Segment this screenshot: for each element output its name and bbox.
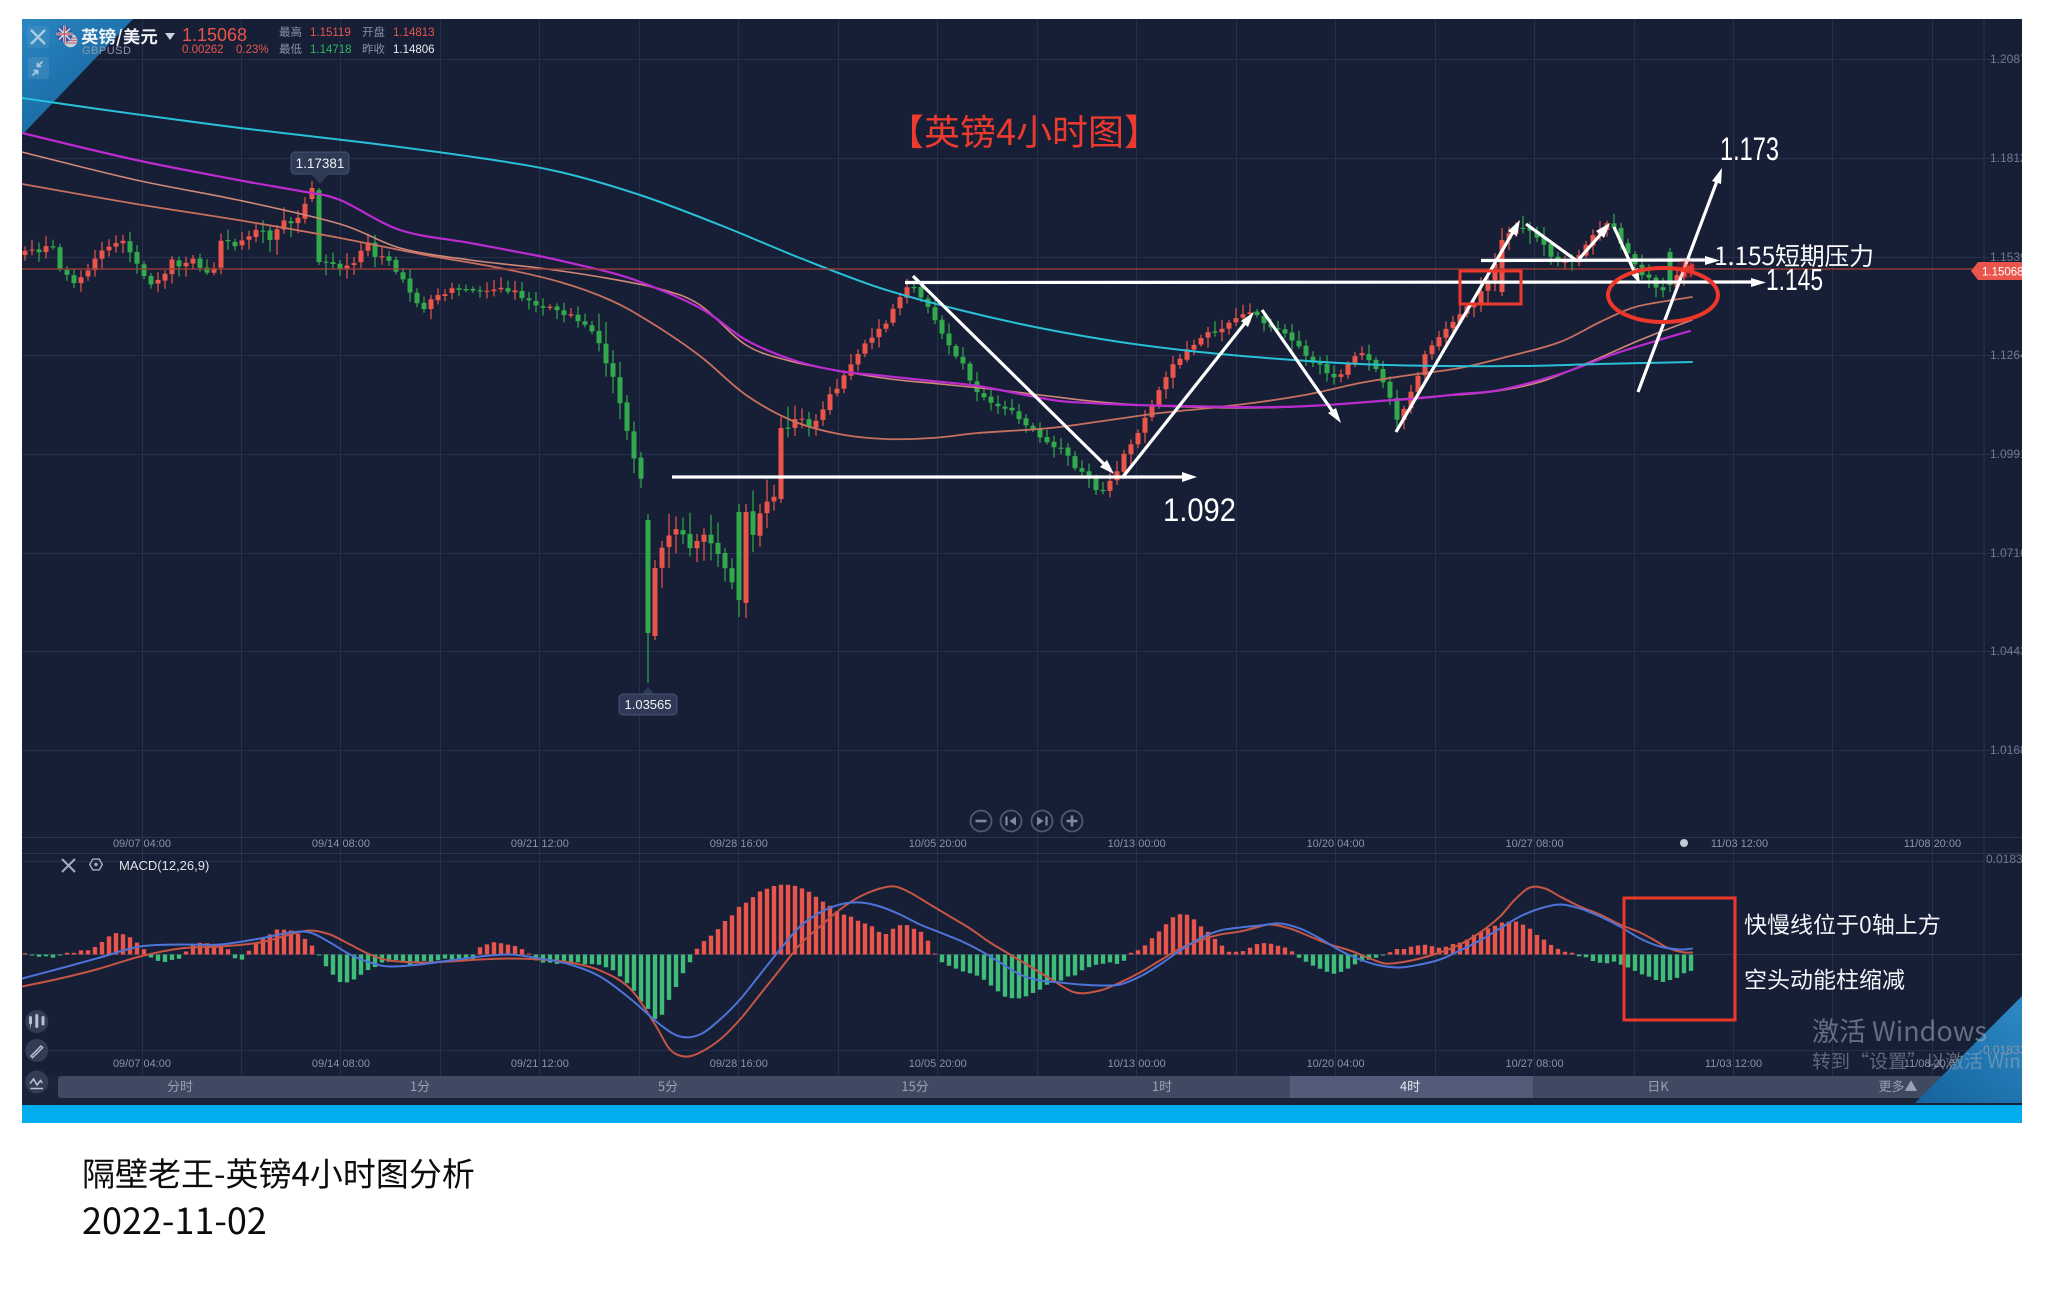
svg-text:1.173: 1.173 [1720, 131, 1779, 167]
svg-text:1.15068: 1.15068 [182, 25, 247, 45]
svg-text:09/14 08:00: 09/14 08:00 [312, 1058, 370, 1070]
svg-text:10/27 08:00: 10/27 08:00 [1506, 838, 1564, 850]
svg-text:09/14 08:00: 09/14 08:00 [312, 838, 370, 850]
svg-text:GBPUSD: GBPUSD [82, 45, 131, 57]
svg-text:0.01833: 0.01833 [1986, 852, 2030, 866]
svg-text:09/07 04:00: 09/07 04:00 [113, 1058, 171, 1070]
svg-text:1.092: 1.092 [1163, 492, 1236, 528]
svg-text:09/21 12:00: 09/21 12:00 [511, 1058, 569, 1070]
svg-text:10/05 20:00: 10/05 20:00 [909, 1058, 967, 1070]
svg-text:1.14813: 1.14813 [393, 27, 435, 39]
svg-text:1.145: 1.145 [1766, 262, 1823, 297]
svg-text:10/27 08:00: 10/27 08:00 [1506, 1058, 1564, 1070]
svg-text:09/07 04:00: 09/07 04:00 [113, 838, 171, 850]
svg-text:10/20 04:00: 10/20 04:00 [1307, 838, 1365, 850]
svg-text:1.07162: 1.07162 [1990, 546, 2034, 560]
svg-text:10/20 04:00: 10/20 04:00 [1307, 1058, 1365, 1070]
svg-text:1.17381: 1.17381 [296, 156, 345, 171]
svg-text:10/13 00:00: 10/13 00:00 [1108, 1058, 1166, 1070]
svg-text:0.00262: 0.00262 [182, 44, 224, 56]
svg-text:1.14718: 1.14718 [310, 44, 352, 56]
svg-text:1.15068: 1.15068 [1982, 267, 2024, 279]
svg-text:1.09913: 1.09913 [1990, 447, 2034, 461]
svg-text:11/08 20:00: 11/08 20:00 [1904, 838, 1961, 850]
svg-text:1.14806: 1.14806 [393, 44, 435, 56]
svg-text:MACD(12,26,9): MACD(12,26,9) [119, 858, 209, 873]
svg-text:09/21 12:00: 09/21 12:00 [511, 838, 569, 850]
svg-text:1.03565: 1.03565 [625, 697, 672, 712]
svg-text:1.04431: 1.04431 [1990, 644, 2034, 658]
svg-text:10/13 00:00: 10/13 00:00 [1108, 838, 1166, 850]
svg-text:1.15119: 1.15119 [310, 27, 351, 39]
svg-text:1.12643: 1.12643 [1990, 348, 2034, 362]
svg-text:11/03 12:00: 11/03 12:00 [1711, 838, 1768, 850]
svg-text:1.15394: 1.15394 [1990, 250, 2034, 264]
svg-text:11/03 12:00: 11/03 12:00 [1705, 1058, 1762, 1070]
svg-text:1.01681: 1.01681 [1990, 743, 2034, 757]
svg-text:-0.01833: -0.01833 [1979, 1043, 2027, 1057]
svg-text:0.23%: 0.23% [236, 44, 269, 56]
svg-text:09/28 16:00: 09/28 16:00 [710, 1058, 768, 1070]
svg-text:1.18125: 1.18125 [1990, 151, 2034, 165]
svg-text:10/05 20:00: 10/05 20:00 [909, 838, 967, 850]
svg-text:1.20875: 1.20875 [1990, 52, 2034, 66]
svg-text:09/28 16:00: 09/28 16:00 [710, 838, 768, 850]
